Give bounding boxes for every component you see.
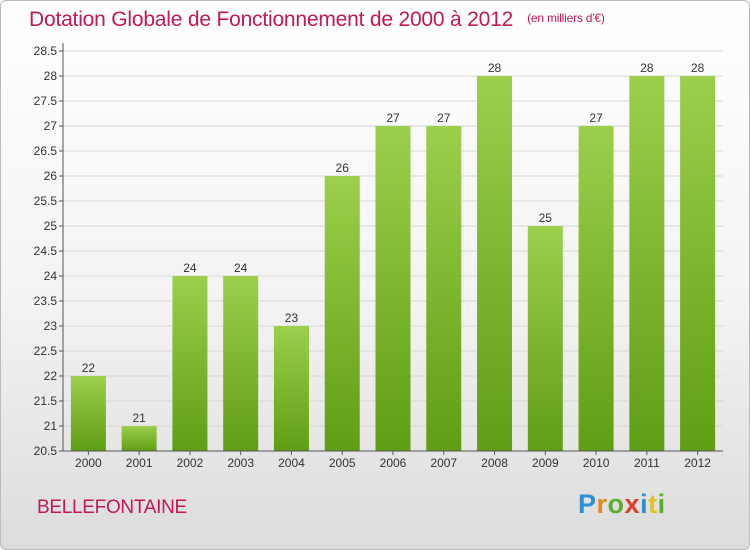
x-tick-label: 2005 [329,456,356,470]
x-tick-label: 2001 [126,456,153,470]
bar [223,276,259,451]
y-tick-label: 22.5 [34,344,58,358]
bar-chart: 22 21 24 24 23 26 27 27 28 25 27 28 28 20.5 21 21.5 22 2… [34,43,723,470]
bar [426,126,462,451]
x-tick-label: 2011 [634,456,660,470]
y-tick-label: 21 [44,419,58,433]
y-tick-label: 24.5 [34,244,58,258]
y-tick-label: 24 [44,269,58,283]
x-tick-label: 2002 [177,456,204,470]
bar [324,176,360,451]
y-tick-label: 22 [44,369,58,383]
bar [527,226,563,451]
x-tick-label: 2010 [583,456,610,470]
x-tick-label: 2007 [430,456,457,470]
x-tick-label: 2012 [684,456,711,470]
y-tick-label: 28.5 [34,44,58,58]
x-tick-label: 2000 [75,456,102,470]
bar [629,76,665,451]
logo-letter: i [657,489,666,519]
data-label: 22 [82,361,96,375]
data-label: 23 [285,311,299,325]
bar [680,76,716,451]
bar [172,276,208,451]
y-tick-label: 25 [44,219,58,233]
logo-letter: r [596,489,608,519]
bar [121,426,157,451]
bar [273,326,309,451]
data-label: 28 [488,61,502,75]
data-label: 28 [640,61,654,75]
y-tick-label: 23 [44,319,58,333]
data-label: 27 [386,111,400,125]
y-tick-label: 28 [44,69,58,83]
y-tick-label: 27 [44,119,58,133]
y-tick-label: 23.5 [34,294,58,308]
y-tick-label: 20.5 [34,444,58,458]
data-label: 24 [183,261,197,275]
bar [477,76,513,451]
x-tick-label: 2008 [481,456,508,470]
data-label: 21 [132,411,146,425]
bar [578,126,614,451]
data-label: 26 [336,161,350,175]
data-label: 24 [234,261,248,275]
x-tick-label: 2004 [278,456,305,470]
logo-letter: o [607,489,625,519]
y-tick-label: 26 [44,169,58,183]
proxiti-logo[interactable]: Proxiti [578,489,666,520]
logo-letter: i [640,489,649,519]
bar [70,376,106,451]
data-label: 25 [539,211,553,225]
x-tick-label: 2006 [380,456,407,470]
bar [375,126,411,451]
logo-letter: P [578,489,597,519]
data-label: 28 [691,61,705,75]
commune-name: BELLEFONTAINE [37,497,187,518]
chart-subtitle: (en milliers d'€) [527,11,605,25]
y-tick-label: 26.5 [34,144,58,158]
logo-letter: t [648,489,658,519]
x-tick-label: 2009 [532,456,559,470]
y-tick-label: 25.5 [34,194,58,208]
data-label: 27 [589,111,603,125]
chart-title: Dotation Globale de Fonctionnement de 20… [29,8,605,31]
y-tick-label: 27.5 [34,94,58,108]
logo-letter: x [624,489,641,519]
x-tick-label: 2003 [227,456,254,470]
data-label: 27 [437,111,451,125]
y-tick-label: 21.5 [34,394,58,408]
